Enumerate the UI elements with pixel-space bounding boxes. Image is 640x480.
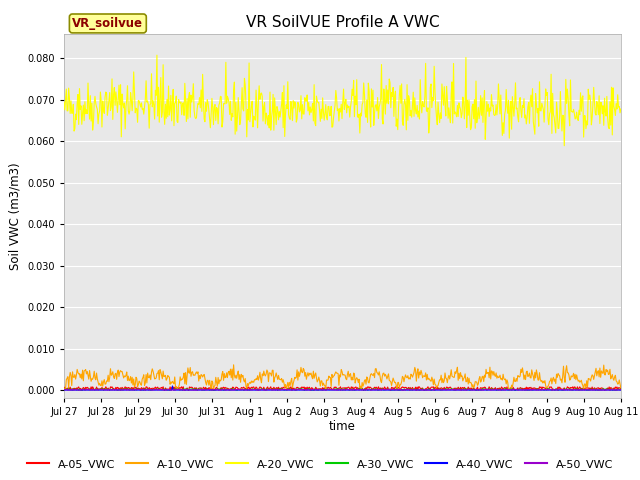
X-axis label: time: time	[329, 420, 356, 433]
Y-axis label: Soil VWC (m3/m3): Soil VWC (m3/m3)	[9, 162, 22, 270]
Legend: A-05_VWC, A-10_VWC, A-20_VWC, A-30_VWC, A-40_VWC, A-50_VWC: A-05_VWC, A-10_VWC, A-20_VWC, A-30_VWC, …	[22, 455, 618, 474]
Text: VR_soilvue: VR_soilvue	[72, 17, 143, 30]
Title: VR SoilVUE Profile A VWC: VR SoilVUE Profile A VWC	[246, 15, 439, 30]
